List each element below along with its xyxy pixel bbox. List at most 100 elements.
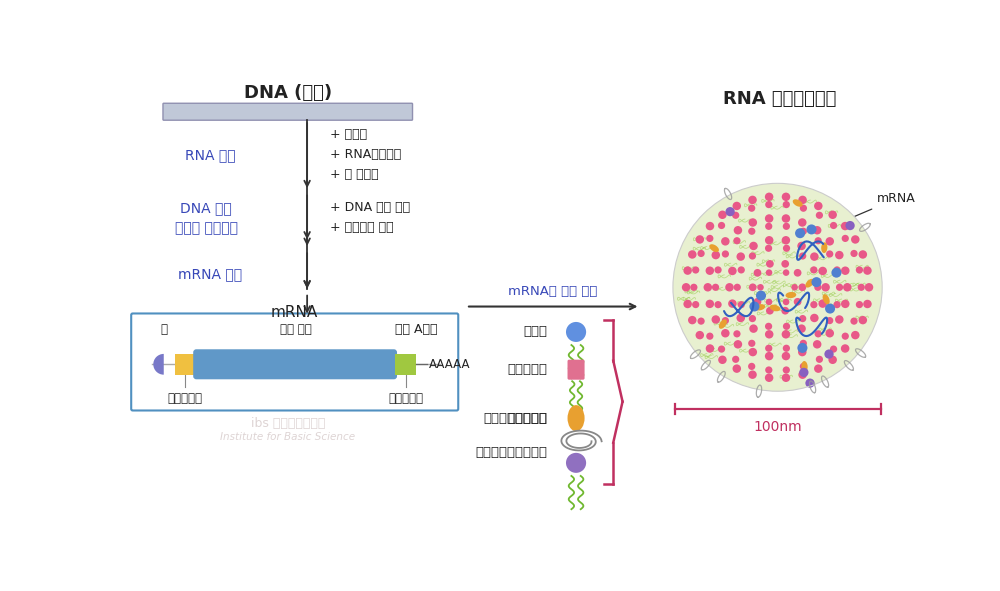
Circle shape: [841, 345, 849, 353]
Text: 비번역서열: 비번역서열: [388, 392, 423, 405]
Circle shape: [841, 222, 849, 230]
Circle shape: [738, 267, 745, 274]
Ellipse shape: [770, 304, 780, 311]
Circle shape: [765, 223, 772, 230]
Circle shape: [728, 267, 737, 275]
Circle shape: [748, 363, 755, 370]
Text: DNA 분해
부산물 불활성화: DNA 분해 부산물 불활성화: [175, 202, 238, 235]
Circle shape: [799, 368, 809, 377]
Circle shape: [783, 269, 789, 276]
Circle shape: [794, 298, 801, 306]
Circle shape: [782, 330, 790, 339]
Circle shape: [683, 267, 692, 275]
Circle shape: [712, 315, 720, 324]
Circle shape: [765, 236, 773, 245]
Text: 인지질: 인지질: [523, 326, 547, 339]
Circle shape: [858, 284, 865, 291]
Circle shape: [722, 251, 729, 258]
Circle shape: [842, 235, 849, 242]
Circle shape: [725, 283, 734, 291]
Circle shape: [828, 356, 837, 364]
Circle shape: [706, 333, 713, 340]
Circle shape: [797, 242, 806, 250]
Circle shape: [721, 329, 730, 337]
Circle shape: [863, 267, 872, 275]
Ellipse shape: [793, 199, 803, 207]
FancyBboxPatch shape: [131, 313, 458, 411]
Circle shape: [833, 267, 841, 274]
Ellipse shape: [785, 292, 796, 298]
Ellipse shape: [709, 244, 719, 252]
Circle shape: [835, 315, 844, 324]
Wedge shape: [153, 354, 164, 375]
Circle shape: [800, 204, 807, 212]
Circle shape: [831, 268, 841, 278]
Ellipse shape: [568, 405, 585, 431]
Circle shape: [800, 363, 807, 370]
Ellipse shape: [719, 319, 727, 329]
Circle shape: [736, 252, 745, 261]
Circle shape: [836, 284, 843, 291]
Circle shape: [714, 301, 722, 309]
Circle shape: [814, 365, 823, 373]
Circle shape: [749, 218, 757, 227]
Circle shape: [783, 298, 789, 305]
Circle shape: [697, 250, 705, 257]
Circle shape: [749, 315, 756, 322]
Circle shape: [845, 221, 855, 230]
Text: 이온화지질: 이온화지질: [507, 363, 547, 376]
Circle shape: [706, 235, 713, 242]
Circle shape: [692, 301, 699, 308]
Circle shape: [765, 330, 773, 339]
Circle shape: [835, 251, 844, 259]
Circle shape: [810, 267, 817, 274]
Circle shape: [765, 193, 773, 201]
Circle shape: [566, 322, 586, 342]
Circle shape: [692, 267, 699, 274]
Circle shape: [725, 207, 735, 216]
Circle shape: [799, 315, 806, 322]
Circle shape: [799, 252, 806, 259]
Circle shape: [712, 251, 720, 259]
Circle shape: [782, 236, 790, 245]
Circle shape: [825, 237, 834, 246]
Circle shape: [850, 250, 858, 257]
Circle shape: [781, 307, 789, 314]
Circle shape: [863, 300, 872, 309]
Circle shape: [850, 317, 858, 324]
Circle shape: [766, 260, 774, 268]
Circle shape: [842, 333, 849, 340]
Circle shape: [734, 284, 741, 291]
Text: RNA 지질나노입자: RNA 지질나노입자: [723, 90, 837, 108]
Circle shape: [733, 202, 741, 210]
Text: 코딩 서열: 코딩 서열: [280, 323, 311, 336]
Circle shape: [738, 301, 745, 309]
Circle shape: [673, 183, 882, 391]
Circle shape: [765, 366, 772, 374]
Circle shape: [749, 284, 757, 291]
Circle shape: [856, 267, 863, 274]
Circle shape: [718, 210, 727, 219]
Circle shape: [815, 237, 822, 244]
Circle shape: [821, 283, 830, 291]
Circle shape: [843, 283, 852, 291]
Circle shape: [851, 235, 860, 243]
Text: mRNA와 지질 혼합: mRNA와 지질 혼합: [508, 285, 597, 298]
FancyBboxPatch shape: [568, 360, 585, 379]
Circle shape: [732, 212, 739, 219]
FancyBboxPatch shape: [193, 349, 397, 379]
Circle shape: [765, 374, 773, 382]
Text: + DNA 분해 효소
+ 탈인산화 효소: + DNA 분해 효소 + 탈인산화 효소: [330, 202, 411, 235]
Circle shape: [765, 215, 773, 223]
FancyBboxPatch shape: [175, 354, 195, 375]
Circle shape: [766, 298, 772, 305]
Circle shape: [783, 345, 790, 352]
FancyBboxPatch shape: [395, 354, 416, 375]
Circle shape: [798, 218, 807, 227]
Circle shape: [688, 250, 697, 259]
Circle shape: [814, 284, 821, 291]
Circle shape: [797, 343, 807, 353]
Text: 폴리 A꼬리: 폴리 A꼬리: [395, 323, 438, 336]
Circle shape: [798, 371, 807, 379]
Circle shape: [798, 348, 807, 356]
